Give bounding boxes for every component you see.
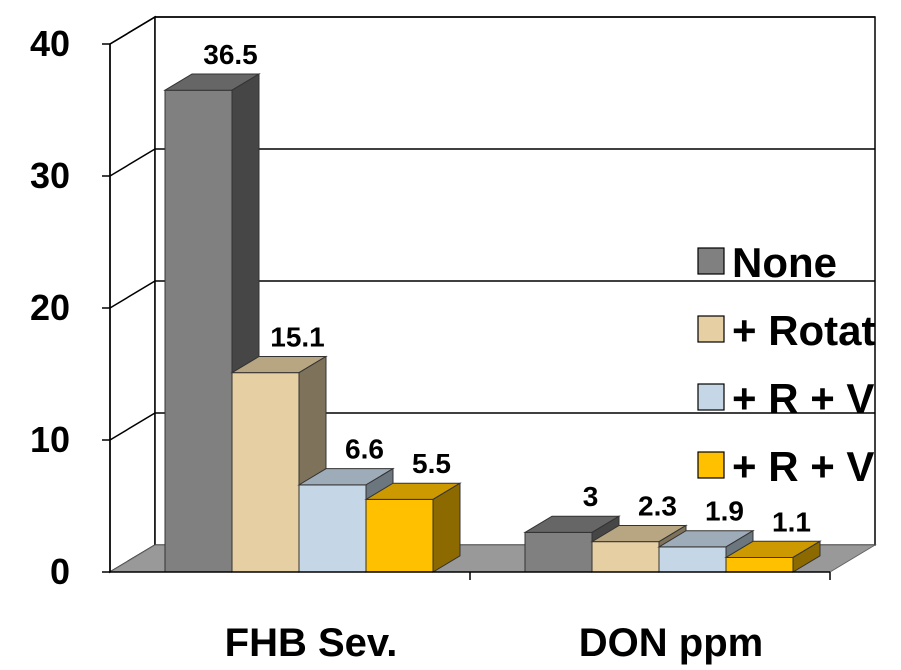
data-label: 36.5	[203, 39, 258, 70]
legend-item: + R + V	[697, 375, 874, 422]
legend-swatch	[697, 383, 725, 411]
bar-side	[792, 540, 821, 573]
legend-item: + Rotat	[697, 307, 876, 354]
gridline	[109, 148, 875, 177]
category-label: DON ppm	[579, 621, 763, 665]
bar-side	[432, 482, 461, 573]
bar-front	[365, 498, 434, 573]
gridline	[109, 280, 875, 309]
bar-front	[725, 556, 794, 573]
axes	[102, 43, 831, 580]
category-label: FHB Sev.	[225, 621, 398, 665]
bar-front	[164, 89, 233, 573]
bar-front	[524, 531, 593, 573]
bar	[364, 482, 462, 573]
data-label: 15.1	[270, 321, 325, 352]
legend-swatch	[697, 315, 725, 343]
bar-front	[591, 541, 660, 573]
y-tick-label: 20	[30, 287, 70, 328]
legend-item: + R + V	[697, 443, 874, 490]
gridlines	[109, 16, 875, 441]
bar-front	[298, 484, 367, 573]
y-tick-label: 40	[30, 23, 70, 64]
bar-front	[231, 372, 300, 573]
data-label: 1.1	[772, 506, 811, 537]
legend: None + Rotat + R + V + R + V	[697, 239, 876, 490]
data-label: 5.5	[412, 448, 451, 479]
legend-swatch	[697, 451, 725, 479]
data-label: 2.3	[638, 490, 677, 521]
y-tick-label: 0	[50, 551, 70, 592]
data-label: 1.9	[705, 496, 744, 527]
legend-swatch	[697, 247, 725, 275]
y-tick-label: 10	[30, 419, 70, 460]
legend-label: + Rotat	[732, 307, 876, 354]
labels: 0 10 20 30 40 FHB Sev. 36.5 15.1 6.6 5.5 DON ppm 3 2…	[30, 23, 811, 665]
legend-label: + R + V	[732, 443, 874, 490]
bar	[724, 540, 822, 573]
legend-label: + R + V	[732, 375, 874, 422]
legend-label: None	[732, 239, 837, 286]
data-label: 3	[583, 481, 599, 512]
y-tick-label: 30	[30, 155, 70, 196]
bar	[230, 355, 328, 573]
gridline	[109, 412, 875, 441]
gridline	[109, 16, 875, 45]
legend-item: None	[697, 239, 837, 286]
bars	[163, 73, 822, 573]
bar-front	[658, 546, 727, 573]
data-label: 6.6	[345, 434, 384, 465]
